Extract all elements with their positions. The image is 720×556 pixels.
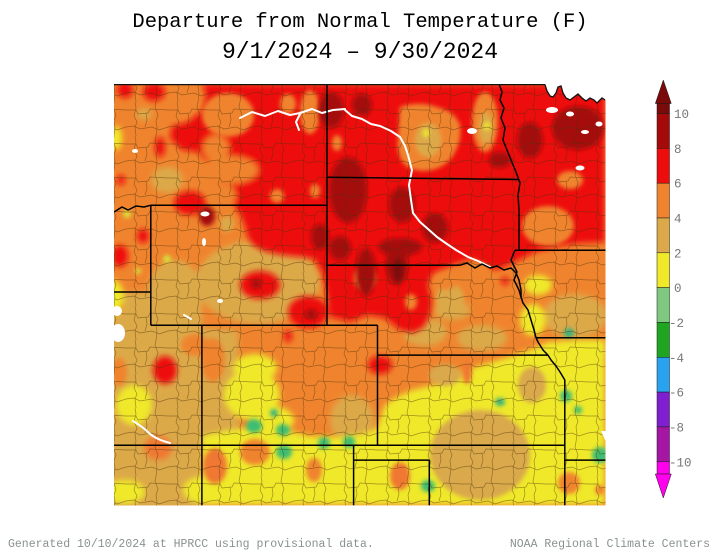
svg-text:-6: -6 <box>669 387 684 401</box>
svg-text:-10: -10 <box>669 456 692 470</box>
svg-text:-4: -4 <box>669 352 684 366</box>
svg-text:NOAA Regional Climate Centers: NOAA Regional Climate Centers <box>510 538 710 551</box>
svg-text:0: 0 <box>674 282 682 296</box>
svg-text:6: 6 <box>674 178 682 192</box>
svg-text:9/1/2024 – 9/30/2024: 9/1/2024 – 9/30/2024 <box>222 39 498 65</box>
svg-text:2: 2 <box>674 247 682 261</box>
svg-text:10: 10 <box>674 108 689 122</box>
svg-text:8: 8 <box>674 143 682 157</box>
svg-text:Departure from Normal Temperat: Departure from Normal Temperature (F) <box>132 11 587 34</box>
svg-text:4: 4 <box>674 213 682 227</box>
svg-text:-8: -8 <box>669 421 684 435</box>
svg-text:Generated 10/10/2024 at HPRCC: Generated 10/10/2024 at HPRCC using prov… <box>8 538 374 551</box>
svg-text:-2: -2 <box>669 317 684 331</box>
